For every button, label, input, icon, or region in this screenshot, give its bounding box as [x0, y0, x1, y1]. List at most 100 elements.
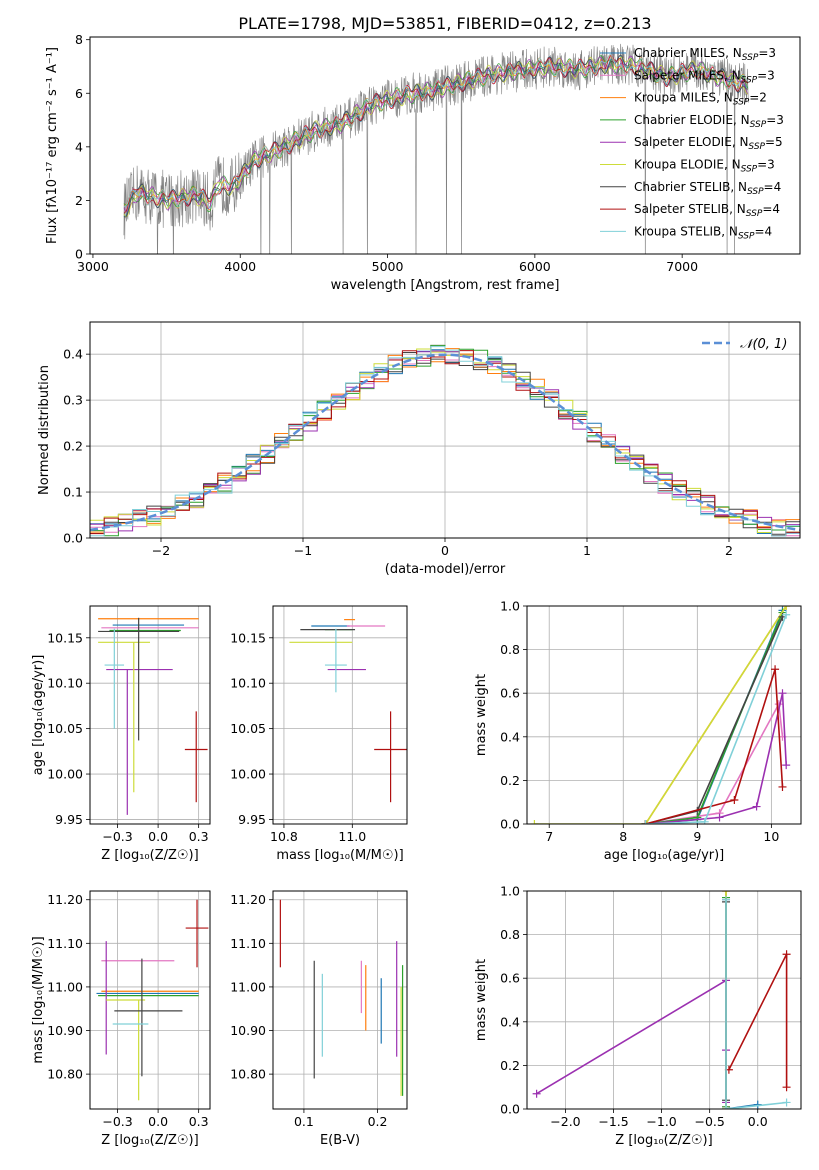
series-marker-7: [782, 950, 791, 959]
y-tick-label: 10.80: [47, 1067, 83, 1082]
y-tick-label: 0.4: [500, 1014, 520, 1029]
legend-label-0: Chabrier MILES, NSSP=3: [634, 46, 776, 63]
x-tick-label: 3000: [77, 259, 109, 274]
legend-n: 3: [767, 68, 775, 82]
y-tick-label: 0.1: [63, 485, 83, 500]
x-tick-label: 1: [583, 543, 591, 558]
legend-imf: Salpeter: [634, 135, 684, 149]
legend-eq: =: [749, 91, 759, 105]
y-axis-label: age [log₁₀(age/yr)]: [31, 655, 46, 776]
legend-eq: =: [757, 158, 767, 172]
y-tick-label: 11.20: [47, 892, 83, 907]
series-marker-4: [782, 761, 791, 770]
x-tick-label: 8: [619, 829, 627, 844]
x-tick-label: 6000: [519, 259, 551, 274]
x-axis-label: Z [log₁₀(Z/Z☉)]: [101, 848, 198, 863]
legend-ssp-subscript: SSP: [738, 231, 755, 241]
legend-lib: STELIB: [680, 224, 721, 238]
series-line-1: [645, 701, 784, 824]
y-tick-label: 0.0: [500, 817, 520, 832]
y-tick-label: 11.10: [47, 936, 83, 951]
x-tick-label: 11.0: [338, 829, 366, 844]
y-tick-label: 0.0: [63, 531, 83, 546]
legend-label-8: Kroupa STELIB, NSSP=4: [634, 224, 772, 241]
model-spectrum-7: [123, 55, 748, 214]
x-tick-label: 0.1: [294, 1114, 314, 1129]
legend-ssp-subscript: SSP: [741, 75, 758, 85]
legend-n-symbol: , N: [730, 180, 747, 194]
age-vs-Z-points: [98, 617, 208, 815]
x-tick-label: −2.0: [550, 1114, 580, 1129]
legend-imf: Salpeter: [634, 68, 684, 82]
x-tick-label: 0.3: [189, 1114, 209, 1129]
y-tick-label: 0.0: [500, 1102, 520, 1117]
axes-frame: [272, 890, 408, 1110]
series-line-8: [725, 899, 787, 1109]
axes-frame: [526, 890, 802, 1110]
model-spectrum-6: [123, 54, 748, 218]
legend-lib: MILES: [680, 91, 716, 105]
x-tick-label: 0.2: [368, 1114, 388, 1129]
x-tick-label: 10.8: [270, 829, 298, 844]
x-tick-label: −1.0: [646, 1114, 676, 1129]
legend-lib: MILES: [688, 68, 724, 82]
legend-n: 4: [774, 180, 782, 194]
legend-eq: =: [764, 180, 774, 194]
legend-imf: Chabrier: [634, 180, 686, 194]
series-line-5: [534, 606, 787, 824]
legend-label-1: Salpeter MILES, NSSP=3: [634, 68, 775, 85]
legend-ssp-subscript: SSP: [741, 165, 758, 175]
series-marker-5: [530, 820, 539, 824]
x-tick-label: 9: [693, 829, 701, 844]
y-axis-label: Flux [fλ10⁻¹⁷ erg cm⁻² s⁻¹ A⁻¹]: [45, 47, 60, 244]
legend-n-symbol: , N: [725, 46, 742, 60]
x-tick-label: 0.0: [148, 1114, 168, 1129]
legend-eq: =: [766, 113, 776, 127]
y-tick-label: 10.90: [230, 1023, 266, 1038]
axes-frame: [89, 890, 211, 1110]
gaussian-legend-label: 𝒩(0, 1): [740, 337, 787, 352]
y-axis-label: mass [log₁₀(M/M☉)]: [31, 936, 46, 1063]
y-tick-label: 4: [75, 139, 83, 154]
legend-ssp-subscript: SSP: [747, 187, 764, 197]
model-spectrum-8: [123, 53, 749, 209]
y-tick-label: 10.05: [230, 721, 266, 736]
series-marker-8: [700, 817, 709, 824]
y-tick-label: 0.2: [63, 439, 83, 454]
y-tick-label: 0.4: [500, 729, 520, 744]
y-tick-label: 9.95: [55, 812, 83, 827]
x-tick-label: −1.5: [598, 1114, 628, 1129]
legend-ssp-subscript: SSP: [748, 142, 765, 152]
mass-vs-Z-points: [96, 899, 209, 1101]
legend-n: 4: [765, 224, 773, 238]
y-tick-label: 9.95: [238, 812, 266, 827]
x-axis-label: age [log₁₀(age/yr)]: [604, 848, 725, 863]
series-line-4: [536, 978, 727, 1103]
legend-ssp-subscript: SSP: [733, 98, 750, 108]
model-spectrum-4: [123, 55, 749, 212]
series-marker-4: [715, 813, 724, 822]
legend-ssp-subscript: SSP: [742, 53, 759, 63]
x-tick-label: −0.3: [102, 829, 132, 844]
x-axis-label: (data-model)/error: [385, 562, 506, 577]
series-marker-5: [722, 891, 731, 895]
y-tick-label: 6: [75, 86, 83, 101]
x-tick-label: −0.3: [102, 1114, 132, 1129]
y-tick-label: 1.0: [500, 884, 520, 899]
x-axis-label: mass [log₁₀(M/M☉)]: [276, 848, 403, 863]
x-tick-label: 0.3: [189, 829, 209, 844]
axes-age-vs-mass: 10.8 11.0 9.95 10.00 10.05 10.10 10.15 mass [lo…: [230, 605, 408, 863]
series-marker-5: [782, 606, 791, 610]
y-axis-label: mass weight: [474, 959, 489, 1041]
legend-imf: Kroupa: [634, 158, 676, 172]
y-tick-label: 10.00: [47, 767, 83, 782]
series-marker-4: [778, 689, 787, 698]
y-tick-label: 10.10: [47, 676, 83, 691]
y-tick-label: 0.8: [500, 642, 520, 657]
model-spectrum-3: [123, 55, 749, 213]
y-tick-label: 11.20: [230, 892, 266, 907]
legend-n: 4: [772, 202, 780, 216]
y-tick-label: 2: [75, 193, 83, 208]
y-tick-label: 11.00: [47, 979, 83, 994]
